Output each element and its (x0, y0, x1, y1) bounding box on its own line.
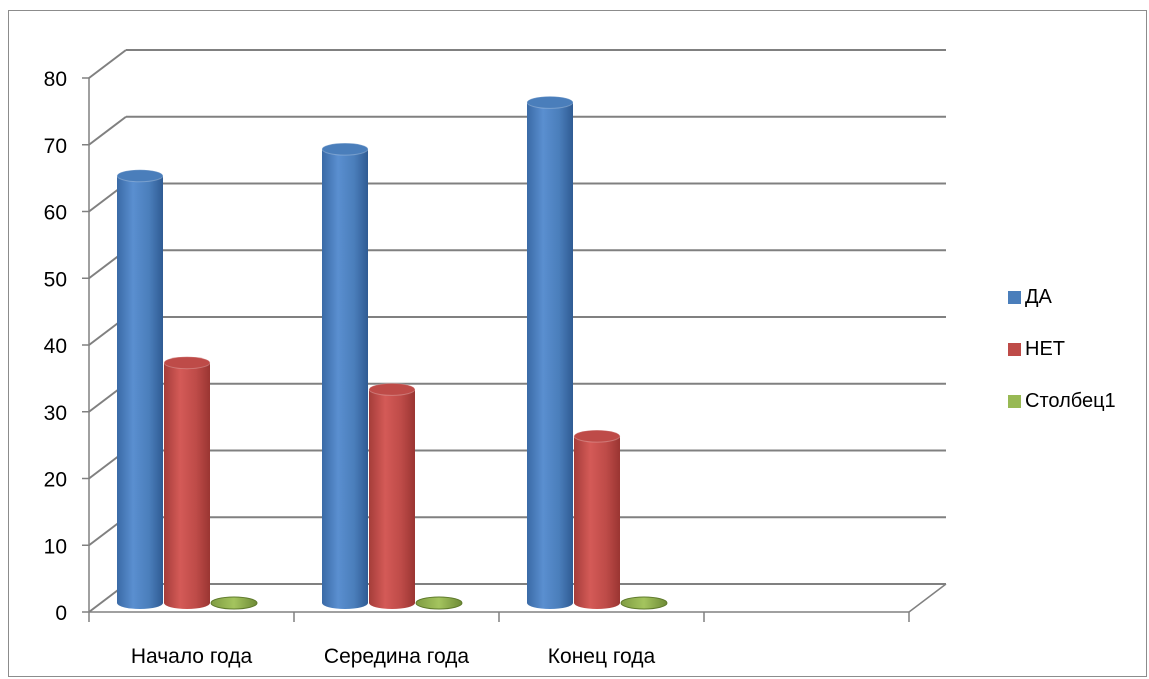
x-tick-label-0: Начало года (131, 645, 253, 668)
floor-right-edge (908, 583, 947, 613)
bar-2-0 (210, 596, 258, 610)
wall-line-70 (88, 115, 127, 146)
bar-top-0-2 (526, 95, 574, 109)
bar-top-2-1 (415, 596, 463, 610)
legend-label-1: НЕТ (1025, 338, 1065, 360)
bar-top-0-0 (116, 169, 164, 183)
bar-1-1 (368, 382, 416, 609)
legend-swatch-2 (1008, 395, 1021, 408)
bar-body-0-2 (527, 102, 573, 609)
bar-top-2-2 (620, 596, 668, 610)
bar-body-0-0 (117, 175, 163, 610)
x-tick-label-2: Конец года (548, 645, 656, 668)
bars-layer (116, 95, 668, 610)
bar-body-1-0 (164, 362, 210, 609)
y-tick-label-0: 0 (55, 602, 67, 625)
bar-top-1-1 (368, 382, 416, 396)
bar-0-1 (321, 142, 369, 609)
grid-layer (88, 49, 946, 613)
axis-layer: 0 10 20 30 40 50 60 70 80 Начало года Середина год… (44, 68, 947, 668)
y-tick-label-20: 20 (44, 469, 67, 492)
bar-0-0 (116, 169, 164, 610)
bar-2-2 (620, 596, 668, 610)
y-tick-label-70: 70 (44, 135, 67, 158)
bar-top-1-2 (573, 429, 621, 443)
y-tick-label-10: 10 (44, 535, 67, 558)
bar-top-0-1 (321, 142, 369, 156)
bar-1-0 (163, 356, 211, 609)
y-tick-label-30: 30 (44, 402, 67, 425)
bar-body-0-1 (322, 149, 368, 609)
legend: ДА НЕТ Столбец1 (1008, 286, 1116, 412)
bar-2-1 (415, 596, 463, 610)
bar-body-1-2 (574, 436, 620, 609)
bar-0-2 (526, 95, 574, 609)
y-tick-label-80: 80 (44, 68, 67, 91)
y-tick-label-40: 40 (44, 335, 67, 358)
wall-line-80 (88, 49, 127, 79)
legend-swatch-0 (1008, 291, 1021, 304)
y-tick-label-60: 60 (44, 202, 67, 225)
legend-swatch-1 (1008, 343, 1021, 356)
bar-1-2 (573, 429, 621, 609)
bar-top-1-0 (163, 356, 211, 370)
x-tick-label-1: Середина года (324, 645, 470, 668)
legend-label-0: ДА (1025, 286, 1053, 308)
bar-top-2-0 (210, 596, 258, 610)
bar-body-1-1 (369, 389, 415, 609)
y-tick-label-50: 50 (44, 268, 67, 291)
legend-label-2: Столбец1 (1025, 390, 1116, 412)
